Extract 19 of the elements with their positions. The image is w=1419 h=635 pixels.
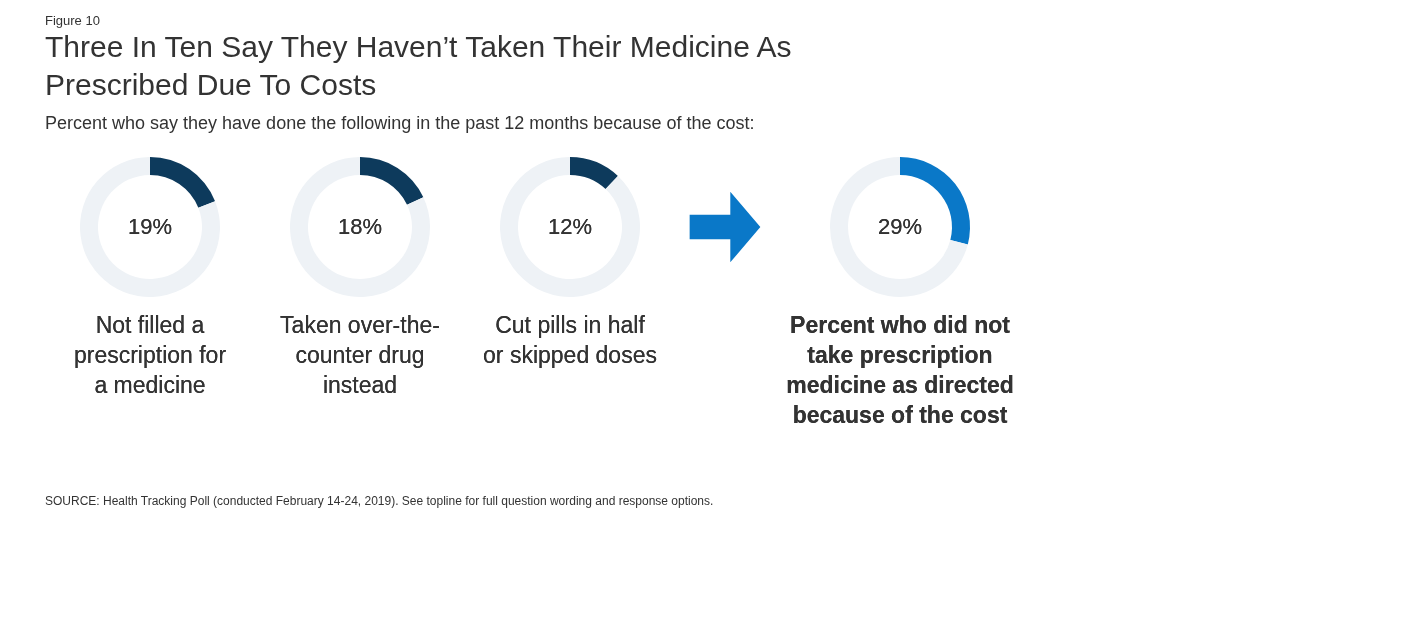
text: Cut pills in half or skipped doses (483, 312, 657, 368)
donut-slice (360, 157, 424, 205)
text: Percent who say they have done the following in the past 12 months because of the cost: (45, 113, 755, 133)
source-note: SOURCE: Health Tracking Poll (conducted February 14-24, 2019). See topline for full question wording and response options. (45, 494, 714, 508)
text: Not filled a prescription for a medicine (73, 312, 227, 398)
donut-slice (570, 157, 618, 190)
donut-slice (290, 157, 430, 297)
text: Percent who did not take prescription medicine as directed because of the cost (786, 312, 1014, 428)
data-label: 18% (337, 214, 383, 239)
donut-slice (150, 157, 216, 208)
donut-slice (500, 157, 640, 297)
data-label: 12% (547, 214, 593, 239)
data-label: 29% (877, 214, 923, 239)
caption: Figure 10 (45, 13, 100, 28)
text: Taken over-the-counter drug instead (280, 312, 440, 398)
data-label: 19% (127, 214, 173, 239)
text: Three In Ten Say They Haven’t Taken Their Medicine As Prescribed Due To Costs (45, 30, 792, 101)
donut-slice (830, 157, 968, 297)
donut-slice (80, 157, 220, 297)
